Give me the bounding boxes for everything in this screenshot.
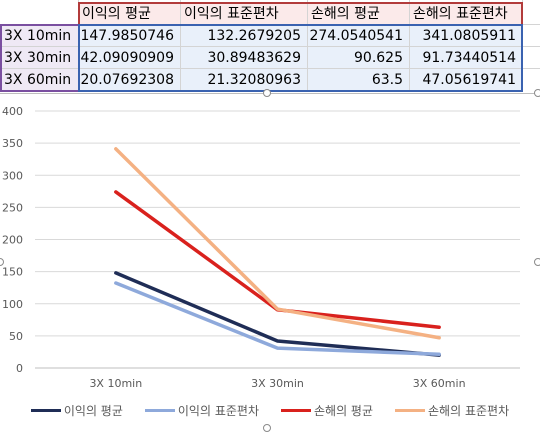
y-tick-label: 250 bbox=[2, 201, 23, 214]
spreadsheet-range: 이익의 평균 이익의 표준편차 손해의 평균 손해의 표준편차 3X 10min… bbox=[0, 0, 540, 92]
legend-item[interactable]: 이익의 표준편차 bbox=[144, 400, 259, 420]
x-tick-label: 3X 10min bbox=[89, 377, 142, 390]
chart-legend[interactable]: 이익의 평균 이익의 표준편차 손해의 평균 손해의 표준편차 bbox=[0, 400, 540, 420]
row-label-3x60[interactable]: 3X 60min bbox=[0, 69, 78, 91]
legend-label: 손해의 평균 bbox=[314, 403, 374, 418]
grid-divider bbox=[0, 46, 540, 47]
header-cell-loss-std[interactable]: 손해의 표준편차 bbox=[410, 3, 522, 25]
y-tick-label: 400 bbox=[2, 105, 23, 118]
table-cell[interactable]: 30.89483629 bbox=[181, 47, 307, 69]
header-cell-gain-std[interactable]: 이익의 표준편차 bbox=[181, 3, 307, 25]
legend-item[interactable]: 이익의 평균 bbox=[30, 400, 123, 420]
y-tick-label: 300 bbox=[2, 169, 23, 182]
y-tick-label: 350 bbox=[2, 137, 23, 150]
table-cell[interactable]: 20.07692308 bbox=[79, 69, 180, 91]
y-tick-label: 200 bbox=[2, 234, 23, 247]
legend-label: 손해의 표준편차 bbox=[428, 403, 510, 418]
table-cell[interactable]: 274.0540541 bbox=[308, 25, 409, 47]
table-cell[interactable]: 132.2679205 bbox=[181, 25, 307, 47]
value-range-highlight bbox=[78, 24, 523, 92]
grid-divider bbox=[0, 68, 540, 69]
table-cell[interactable]: 147.9850746 bbox=[79, 25, 180, 47]
series-line-1 bbox=[114, 281, 441, 357]
legend-label: 이익의 평균 bbox=[63, 403, 123, 418]
y-tick-label: 150 bbox=[2, 266, 23, 279]
legend-item[interactable]: 손해의 평균 bbox=[281, 400, 373, 420]
resize-handle-top[interactable] bbox=[263, 89, 271, 97]
chart-plot-area: 0 50 100 150 200 250 300 350 400 3X 10min 3X 30min… bbox=[2, 105, 520, 390]
x-tick-label: 3X 30min bbox=[251, 377, 304, 390]
legend-item[interactable]: 손해의 표준편차 bbox=[395, 400, 509, 420]
x-tick-label: 3X 60min bbox=[413, 377, 466, 390]
legend-swatch bbox=[395, 408, 426, 412]
table-cell[interactable]: 341.0805911 bbox=[410, 25, 522, 47]
table-cell[interactable]: 47.05619741 bbox=[410, 69, 522, 91]
header-cell-gain-mean[interactable]: 이익의 평균 bbox=[79, 3, 180, 25]
legend-swatch bbox=[281, 408, 311, 412]
line-chart[interactable]: 0 50 100 150 200 250 300 350 400 3X 10min 3X 30min… bbox=[0, 93, 540, 430]
resize-handle-bottom[interactable] bbox=[263, 424, 271, 432]
series-line-3 bbox=[114, 147, 441, 340]
series-name-range-highlight bbox=[78, 2, 523, 26]
resize-handle-mid-right[interactable] bbox=[534, 258, 540, 266]
resize-handle-right[interactable] bbox=[534, 89, 540, 97]
table-cell[interactable]: 90.625 bbox=[308, 47, 409, 69]
header-cell-loss-mean[interactable]: 손해의 평균 bbox=[308, 3, 409, 25]
table-cell[interactable]: 63.5 bbox=[308, 69, 409, 91]
series-line-0 bbox=[114, 271, 441, 357]
table-cell[interactable]: 21.32080963 bbox=[181, 69, 307, 91]
legend-label: 이익의 표준편차 bbox=[177, 403, 259, 418]
row-label-3x10[interactable]: 3X 10min bbox=[0, 25, 78, 47]
legend-swatch bbox=[30, 408, 61, 412]
row-label-3x30[interactable]: 3X 30min bbox=[0, 47, 78, 69]
y-tick-label: 50 bbox=[9, 330, 23, 343]
y-tick-label: 100 bbox=[2, 298, 23, 311]
category-range-highlight bbox=[0, 24, 80, 92]
corner-cell[interactable] bbox=[0, 2, 78, 24]
table-cell[interactable]: 42.09090909 bbox=[79, 47, 180, 69]
y-tick-label: 0 bbox=[16, 362, 23, 375]
table-cell[interactable]: 91.73440514 bbox=[410, 47, 522, 69]
legend-swatch bbox=[144, 408, 175, 412]
